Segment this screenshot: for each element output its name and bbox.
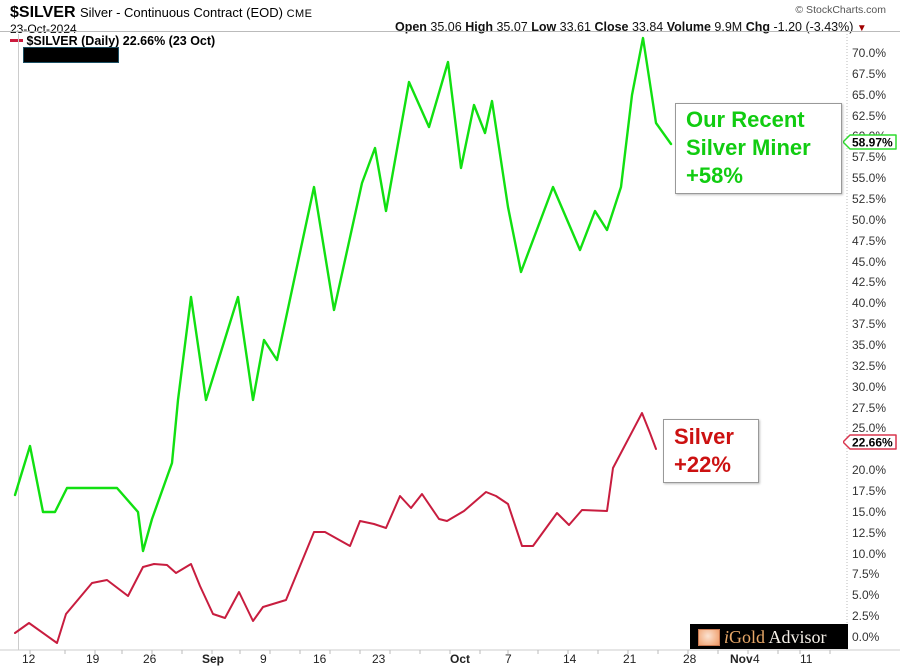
svg-text:58.97%: 58.97% [852,136,893,150]
svg-text:22.66%: 22.66% [852,436,893,450]
